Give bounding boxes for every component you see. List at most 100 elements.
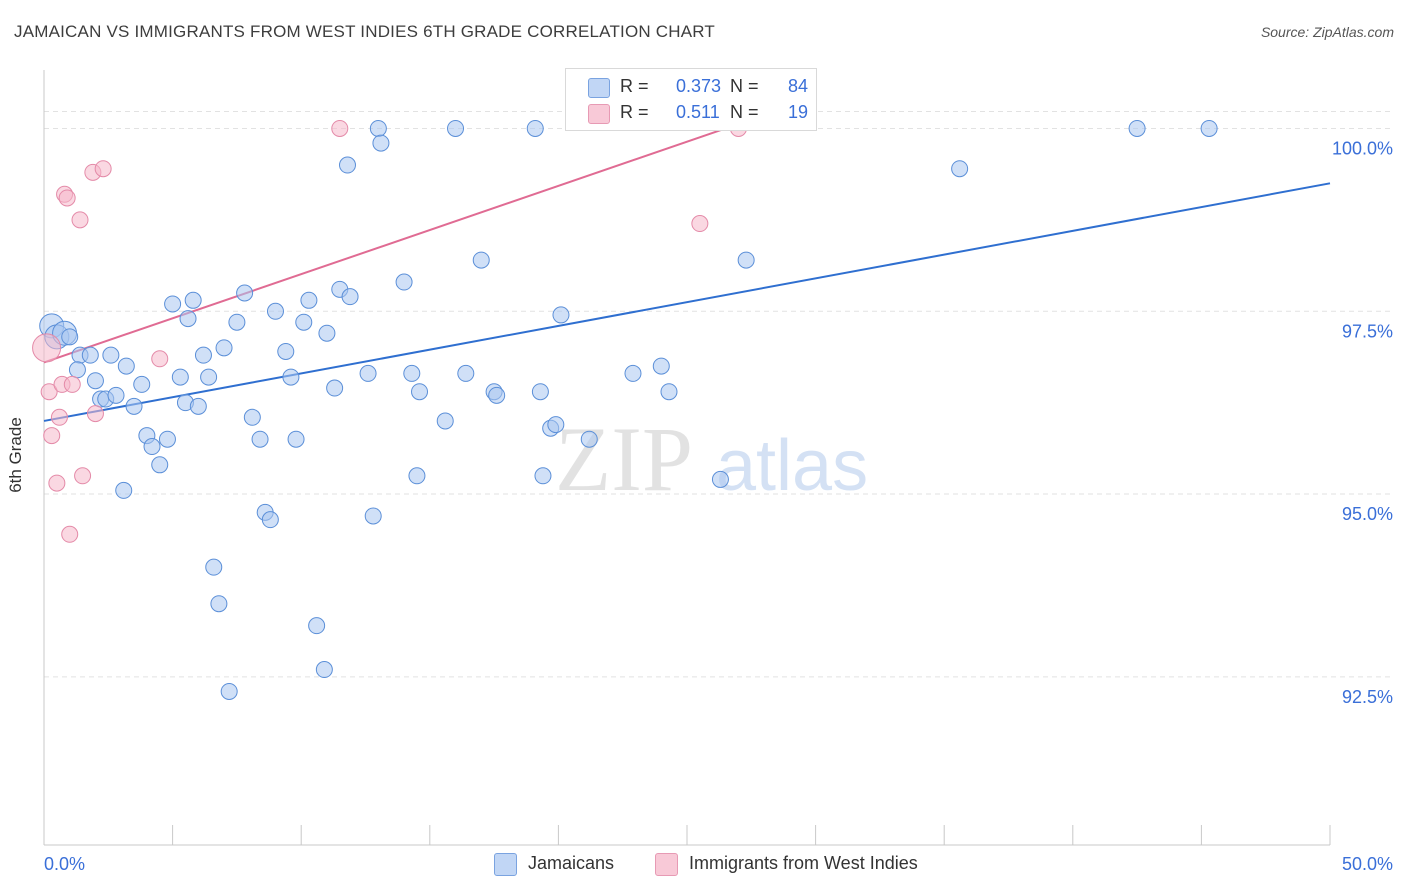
legend-n-value: 84: [788, 76, 809, 96]
point-jamaicans: [151, 456, 169, 474]
point-jamaicans: [711, 470, 729, 488]
point-jamaicans: [300, 291, 318, 309]
point-jamaicans: [488, 386, 506, 404]
watermark-atlas: atlas: [716, 426, 868, 506]
point-jamaicans: [341, 288, 359, 306]
point-jamaicans: [277, 342, 295, 360]
point-jamaicans: [624, 364, 642, 382]
point-jamaicans: [171, 368, 189, 386]
point-west-indies: [40, 383, 58, 401]
point-jamaicans: [403, 364, 421, 382]
point-jamaicans: [143, 438, 161, 456]
legend-r-label: R =: [620, 76, 649, 96]
tick-labels: 92.5% 95.0% 97.5% 100.0% 0.0% 50.0%: [44, 138, 1393, 874]
y-tick-label: 97.5%: [1342, 321, 1393, 341]
point-jamaicans: [194, 346, 212, 364]
point-jamaicans: [115, 481, 133, 499]
point-jamaicans: [243, 408, 261, 426]
point-west-indies: [48, 474, 66, 492]
legend-swatch-west-indies: [588, 104, 610, 124]
point-jamaicans: [951, 160, 969, 178]
legend-n-label: N =: [730, 102, 759, 122]
point-jamaicans: [210, 595, 228, 613]
point-jamaicans: [220, 682, 238, 700]
watermark-zip: ZIP: [555, 408, 693, 510]
point-jamaicans: [447, 119, 465, 137]
watermark: ZIP atlas: [555, 408, 868, 510]
axes: [43, 70, 1331, 846]
point-jamaicans: [534, 467, 552, 485]
trend-line-west-indies: [43, 127, 726, 364]
point-west-indies: [86, 405, 104, 423]
x-tick-label-max: 50.0%: [1342, 854, 1393, 874]
bottom-legend-swatch-west-indies: [655, 853, 678, 876]
point-jamaicans: [1128, 119, 1146, 137]
trend-lines: [43, 127, 1331, 422]
point-jamaicans: [228, 313, 246, 331]
point-jamaicans: [179, 310, 197, 328]
point-jamaicans: [472, 251, 490, 269]
point-jamaicans: [547, 416, 565, 434]
point-jamaicans: [315, 661, 333, 679]
point-jamaicans: [68, 361, 86, 379]
point-jamaicans: [164, 295, 182, 313]
point-jamaicans: [436, 412, 454, 430]
point-jamaicans: [364, 507, 382, 525]
point-jamaicans: [359, 364, 377, 382]
stats-legend: R = 0.373 N = 84 R = 0.511 N = 19: [565, 68, 817, 131]
point-west-indies: [58, 189, 76, 207]
point-jamaicans: [737, 251, 755, 269]
chart-title: JAMAICAN VS IMMIGRANTS FROM WEST INDIES …: [14, 22, 716, 41]
point-jamaicans: [61, 328, 79, 346]
point-jamaicans: [189, 397, 207, 415]
point-jamaicans: [200, 368, 218, 386]
point-west-indies: [151, 350, 169, 368]
trend-line-jamaicans: [43, 182, 1331, 422]
point-jamaicans: [282, 368, 300, 386]
point-jamaicans: [295, 313, 313, 331]
point-jamaicans: [205, 558, 223, 576]
point-jamaicans: [660, 383, 678, 401]
y-tick-label: 95.0%: [1342, 504, 1393, 524]
point-jamaicans: [457, 364, 475, 382]
point-jamaicans: [1200, 119, 1218, 137]
bottom-legend-swatch-jamaicans: [494, 853, 517, 876]
point-jamaicans: [236, 284, 254, 302]
point-jamaicans: [117, 357, 135, 375]
point-west-indies: [61, 525, 79, 543]
point-jamaicans: [318, 324, 336, 342]
gridlines: [44, 110, 1390, 678]
point-west-indies: [74, 467, 92, 485]
y-tick-label: 100.0%: [1332, 138, 1393, 158]
y-tick-label: 92.5%: [1342, 687, 1393, 707]
legend-swatch-jamaicans: [588, 78, 610, 98]
bottom-legend-label-west-indies: Immigrants from West Indies: [689, 853, 918, 873]
point-jamaicans: [580, 430, 598, 448]
point-jamaicans: [266, 302, 284, 320]
bottom-legend-label-jamaicans: Jamaicans: [528, 853, 615, 873]
point-west-indies: [331, 119, 349, 137]
point-jamaicans: [107, 386, 125, 404]
point-jamaicans: [125, 397, 143, 415]
point-jamaicans: [184, 291, 202, 309]
point-jamaicans: [133, 375, 151, 393]
point-jamaicans: [86, 372, 104, 390]
point-jamaicans: [408, 467, 426, 485]
legend-r-label: R =: [620, 102, 649, 122]
point-jamaicans: [531, 383, 549, 401]
legend-n-value: 19: [788, 102, 809, 122]
point-jamaicans: [552, 306, 570, 324]
point-jamaicans: [102, 346, 120, 364]
legend-n-label: N =: [730, 76, 759, 96]
point-jamaicans: [326, 379, 344, 397]
point-jamaicans: [395, 273, 413, 291]
point-jamaicans: [526, 119, 544, 137]
point-jamaicans: [411, 383, 429, 401]
point-west-indies: [43, 427, 61, 445]
point-west-indies: [50, 408, 68, 426]
point-jamaicans: [81, 346, 99, 364]
point-jamaicans: [652, 357, 670, 375]
x-tick-label-min: 0.0%: [44, 854, 85, 874]
legend-r-value: 0.373: [676, 76, 722, 96]
point-west-indies: [63, 375, 81, 393]
